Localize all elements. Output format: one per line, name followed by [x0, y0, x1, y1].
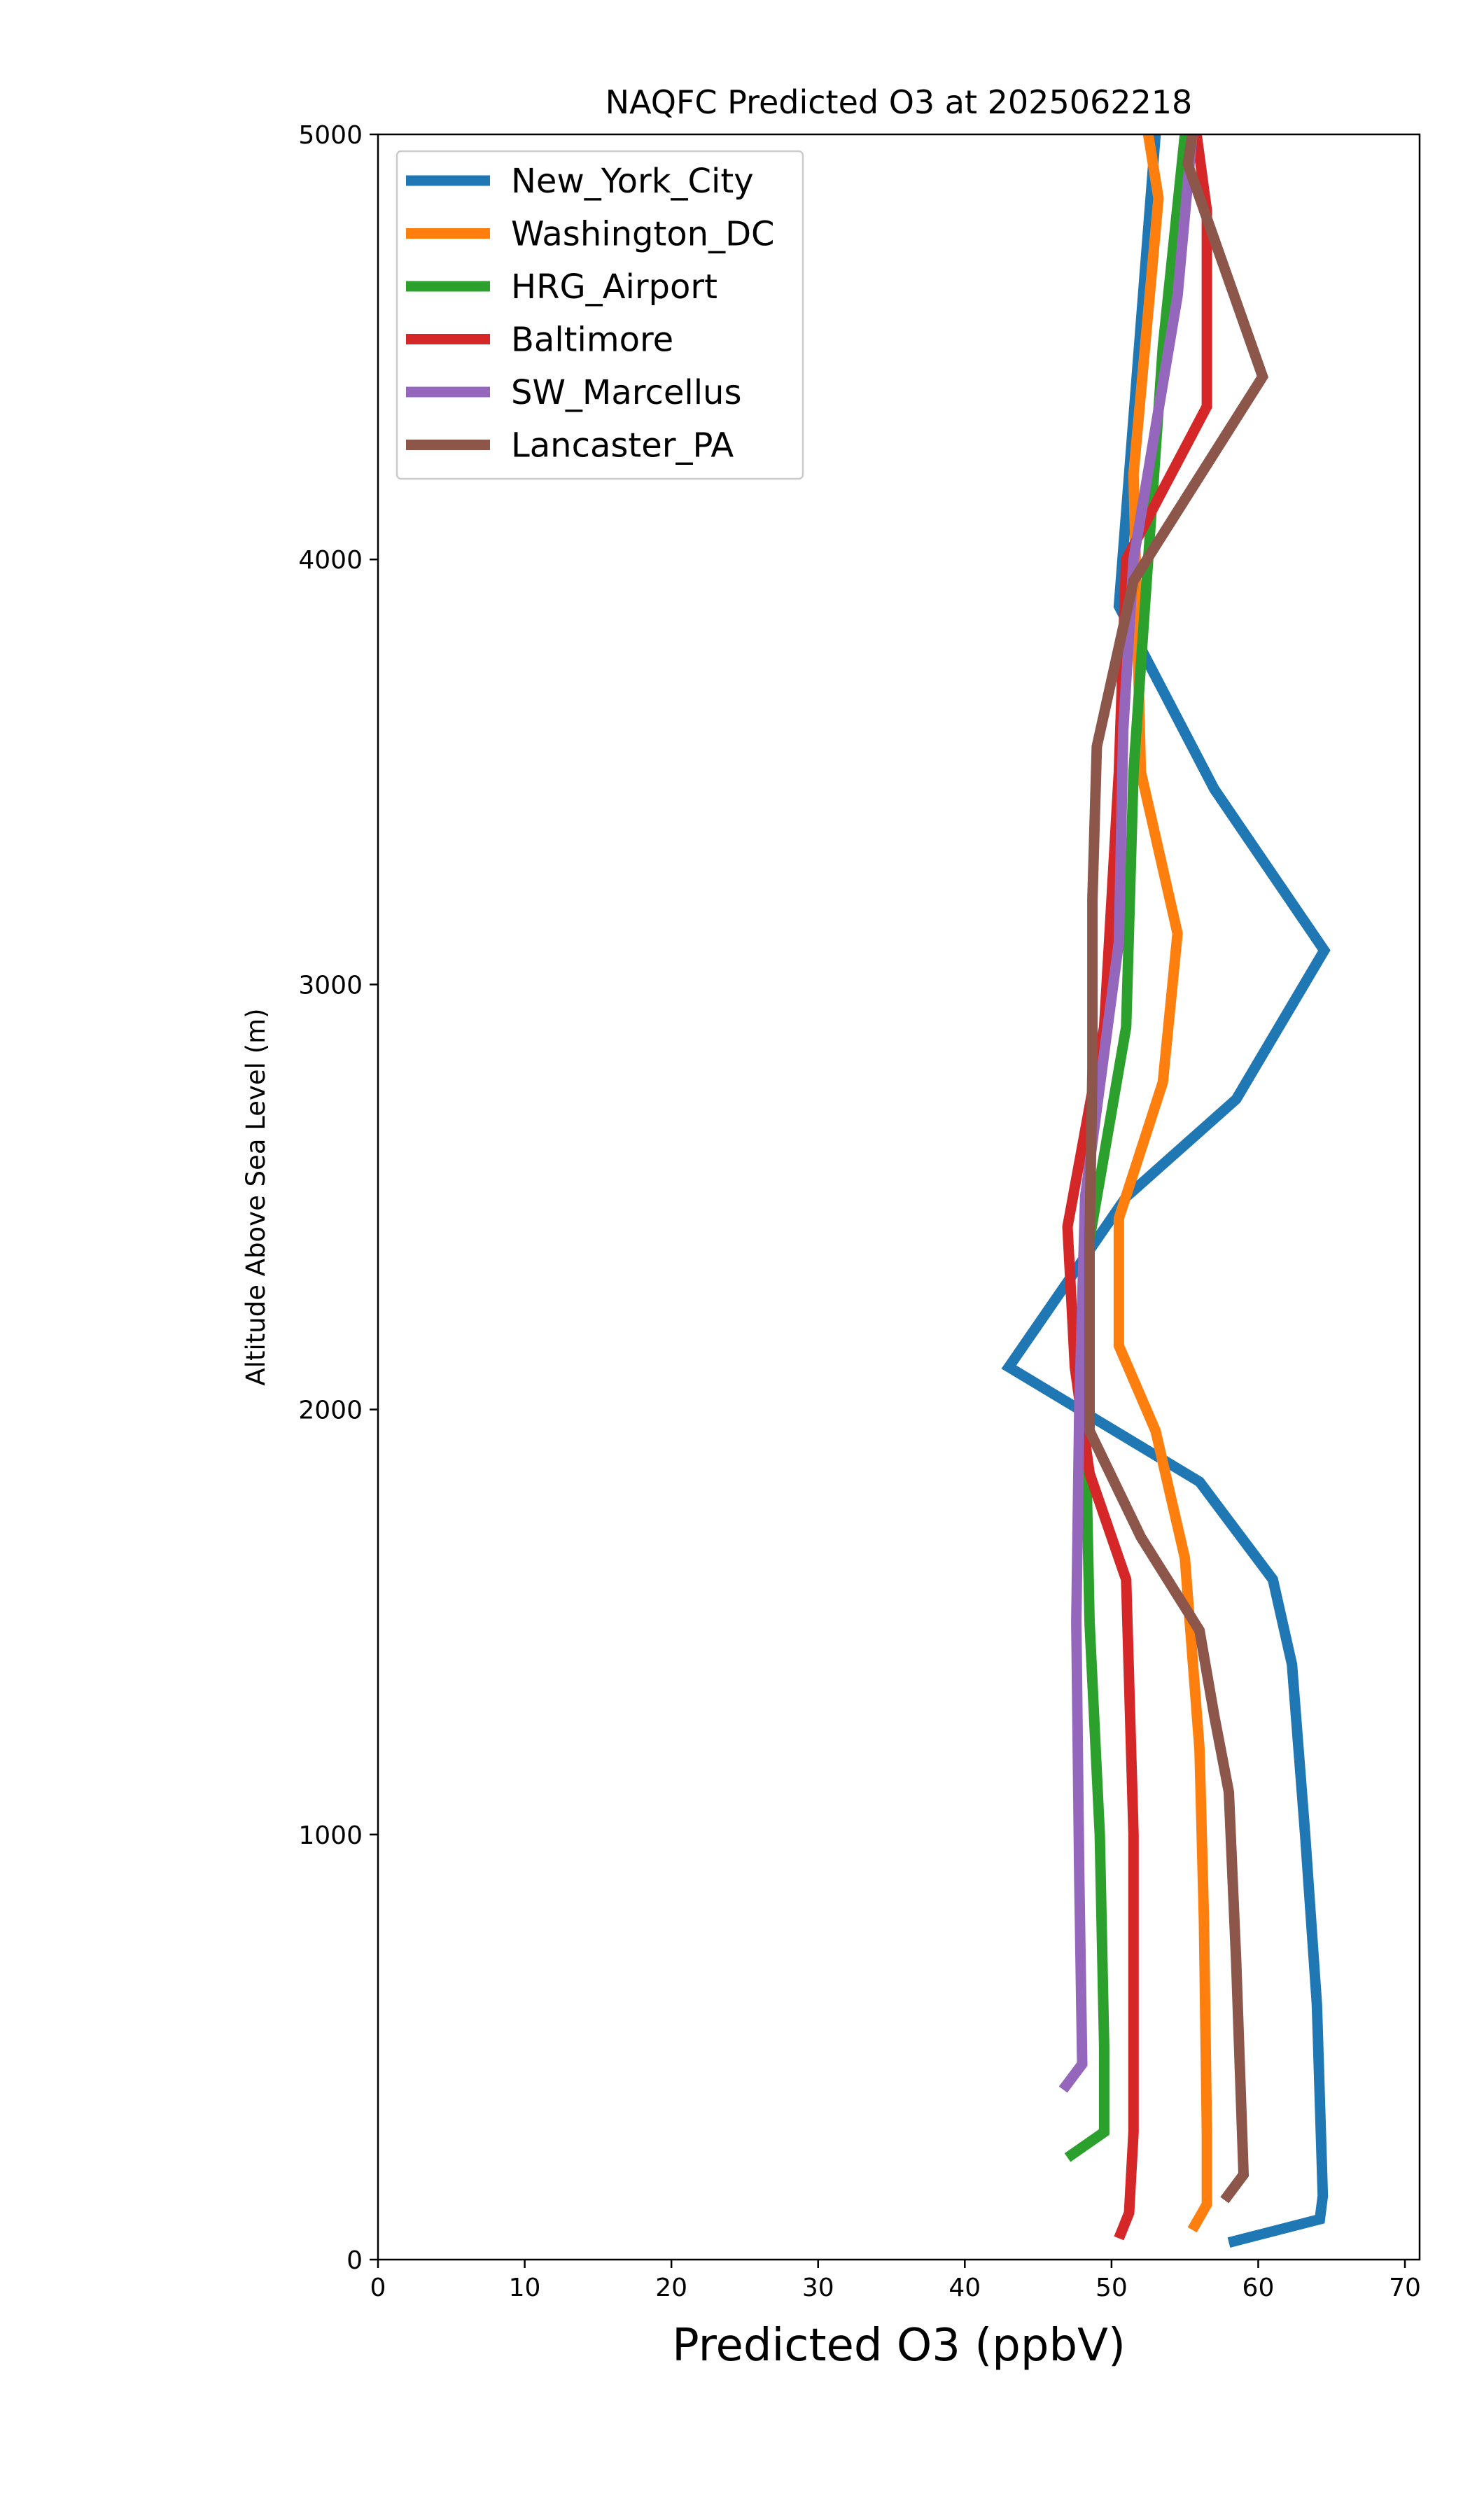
- y-tick-label: 0: [346, 2246, 363, 2275]
- legend-label-washington-dc: Washington_DC: [511, 215, 775, 254]
- x-tick-label: 10: [509, 2274, 541, 2302]
- legend-label-hrg-airport: HRG_Airport: [511, 267, 718, 307]
- x-tick-label: 70: [1389, 2274, 1421, 2302]
- series-line-new-york-city: [1001, 134, 1331, 2248]
- x-tick-label: 40: [948, 2274, 981, 2302]
- legend-label-baltimore: Baltimore: [511, 321, 673, 360]
- y-tick-label: 1000: [298, 1821, 363, 1850]
- legend-label-new-york-city: New_York_City: [511, 162, 754, 201]
- series-line-baltimore: [1062, 134, 1212, 2241]
- x-tick-label: 60: [1242, 2274, 1275, 2302]
- y-tick-label: 5000: [298, 121, 363, 150]
- x-tick-label: 0: [370, 2274, 386, 2302]
- y-tick-label: 2000: [298, 1396, 363, 1425]
- legend: New_York_City Washington_DC HRG_Airport Bal…: [396, 150, 804, 480]
- x-tick-label: 30: [802, 2274, 834, 2302]
- legend-label-lancaster-pa: Lancaster_PA: [511, 426, 734, 465]
- legend-box: [396, 150, 804, 480]
- plot-frame: [377, 133, 1421, 2261]
- y-tick-label: 4000: [298, 546, 363, 575]
- legend-label-sw-marcellus: SW_Marcellus: [511, 373, 741, 412]
- y-axis-label: Altitude Above Sea Level (m): [241, 1008, 271, 1385]
- y-tick-label: 3000: [298, 971, 363, 1000]
- x-tick-label: 20: [655, 2274, 687, 2302]
- x-tick-label: 50: [1096, 2274, 1128, 2302]
- x-axis-label: Predicted O3 (ppbV): [672, 2320, 1126, 2372]
- plot-area: [378, 134, 1420, 2260]
- chart-title: NAQFC Predicted O3 at 2025062218: [606, 83, 1193, 121]
- series-line-lancaster-pa: [1084, 134, 1269, 2204]
